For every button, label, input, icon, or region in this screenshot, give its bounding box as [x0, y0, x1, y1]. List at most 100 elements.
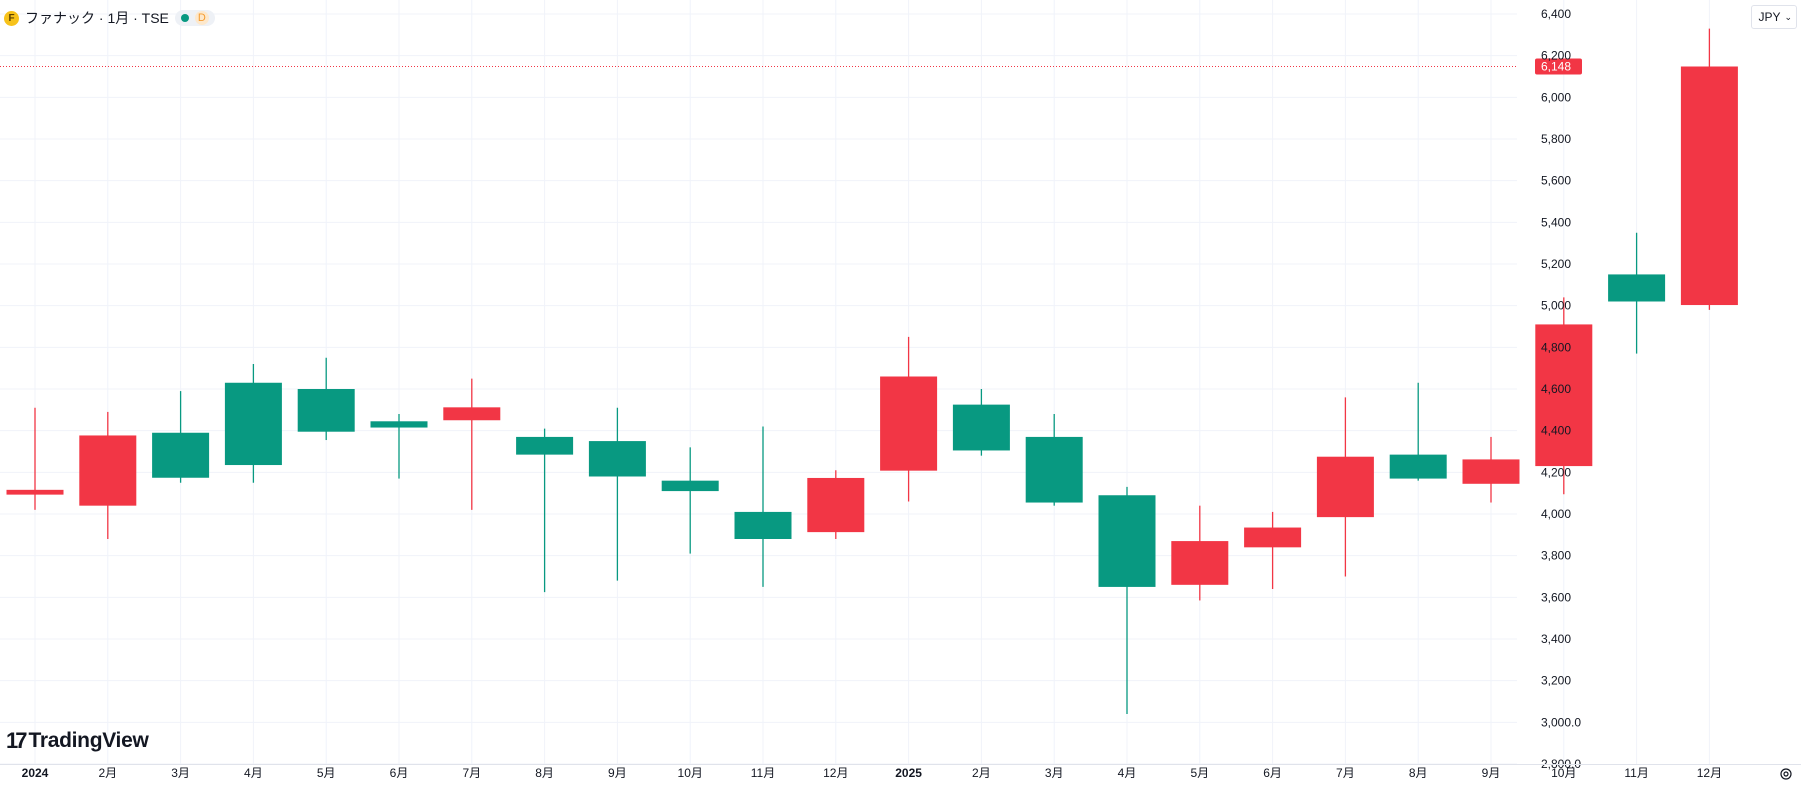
- y-tick-label: 3,000.0: [1541, 715, 1581, 729]
- x-tick-label: 12月: [1697, 766, 1722, 780]
- x-tick-label: 8月: [1409, 766, 1428, 780]
- y-tick-label: 5,200: [1541, 257, 1571, 271]
- x-tick-label: 5月: [317, 766, 336, 780]
- candle-body: [952, 404, 1010, 451]
- candle[interactable]: [516, 428, 574, 593]
- candle[interactable]: [79, 411, 137, 539]
- x-tick-label: 3月: [1045, 766, 1064, 780]
- candle[interactable]: [1171, 505, 1229, 601]
- last-price-line: 6,148: [0, 58, 1582, 75]
- x-tick-label: 11月: [751, 766, 775, 780]
- x-tick-label: 5月: [1190, 766, 1209, 780]
- price-axis[interactable]: 6,400 6,200 6,000 5,800 5,600 5,400 5,200 5,000…: [1541, 7, 1581, 771]
- chevron-down-icon: ⌄: [1784, 11, 1792, 22]
- candle-body: [79, 435, 137, 506]
- data-status-badge: D: [194, 11, 209, 25]
- candle[interactable]: [807, 470, 865, 539]
- x-tick-label: 10月: [1551, 766, 1576, 780]
- candle-body: [1171, 541, 1229, 585]
- candle[interactable]: [152, 391, 210, 483]
- x-tick-label: 9月: [608, 766, 627, 780]
- y-tick-label: 5,000: [1541, 299, 1571, 313]
- x-tick-label: 2025: [895, 766, 922, 780]
- currency-label: JPY: [1758, 10, 1781, 24]
- candle[interactable]: [661, 447, 719, 554]
- candle-body: [807, 477, 865, 533]
- candle-body: [1316, 456, 1374, 518]
- candle-body: [734, 511, 792, 539]
- candle[interactable]: [734, 426, 792, 587]
- candle-body: [1025, 436, 1083, 503]
- candle[interactable]: [952, 389, 1010, 456]
- y-tick-label: 6,400: [1541, 7, 1571, 21]
- candle[interactable]: [1098, 486, 1156, 714]
- symbol-title[interactable]: ファナック · 1月 · TSE: [25, 10, 169, 26]
- candle-body: [880, 376, 938, 471]
- last-price-tag[interactable]: [1535, 58, 1582, 75]
- candle[interactable]: [1608, 232, 1666, 354]
- x-tick-label: 3月: [171, 766, 190, 780]
- chart-grid: [0, 0, 1710, 765]
- y-tick-label: 5,400: [1541, 215, 1571, 229]
- chart-legend[interactable]: F ファナック · 1月 · TSE D: [4, 9, 215, 27]
- candle[interactable]: [1680, 28, 1738, 310]
- market-status[interactable]: D: [174, 10, 215, 26]
- candle-body: [370, 421, 428, 428]
- candle[interactable]: [1535, 297, 1593, 495]
- x-tick-label: 4月: [1118, 766, 1137, 780]
- y-tick-label: 4,200: [1541, 465, 1571, 479]
- x-tick-label: 6月: [1263, 766, 1282, 780]
- candle-body: [297, 389, 355, 432]
- tradingview-mark-icon: 17: [6, 728, 28, 753]
- candle-body: [224, 382, 282, 466]
- candle-body: [516, 436, 574, 455]
- x-tick-label: 6月: [390, 766, 409, 780]
- x-tick-label: 8月: [535, 766, 554, 780]
- candle-body: [1535, 324, 1593, 467]
- candle[interactable]: [370, 414, 428, 479]
- candle[interactable]: [880, 336, 938, 502]
- y-tick-label: 6,000: [1541, 90, 1571, 104]
- candle[interactable]: [443, 378, 501, 510]
- candle[interactable]: [6, 407, 64, 510]
- candle-body: [443, 407, 501, 421]
- y-tick-label: 3,600: [1541, 590, 1571, 604]
- x-tick-label: 2024: [22, 766, 49, 780]
- tradingview-logo[interactable]: 17 TradingView: [6, 728, 149, 754]
- time-axis[interactable]: 2024 2月 3月 4月 5月 6月 7月 8月 9月 10月 11月 12月 2025 2月 3月 4月 5…: [0, 764, 1801, 781]
- candle[interactable]: [1025, 414, 1083, 506]
- candle[interactable]: [1244, 511, 1302, 589]
- gear-icon[interactable]: [1779, 767, 1793, 781]
- currency-selector[interactable]: JPY ⌄: [1751, 5, 1797, 29]
- y-tick-label: 3,200: [1541, 674, 1571, 688]
- last-price-label: 6,148: [1541, 60, 1571, 74]
- x-tick-label: 7月: [1336, 766, 1355, 780]
- candle-body: [588, 441, 646, 477]
- x-tick-label: 2月: [98, 766, 117, 780]
- candle[interactable]: [1462, 436, 1520, 503]
- candle[interactable]: [1389, 382, 1447, 481]
- candle-series[interactable]: [6, 28, 1738, 714]
- x-tick-label: 9月: [1482, 766, 1501, 780]
- candle[interactable]: [224, 364, 282, 483]
- candle[interactable]: [588, 407, 646, 581]
- candle[interactable]: [1316, 397, 1374, 577]
- x-tick-label: 11月: [1624, 766, 1648, 780]
- candle-body: [1462, 459, 1520, 484]
- candle-body: [1098, 495, 1156, 587]
- y-tick-label: 3,400: [1541, 632, 1571, 646]
- logo-text: TradingView: [28, 729, 149, 752]
- x-tick-label: 4月: [244, 766, 263, 780]
- candle[interactable]: [297, 357, 355, 441]
- candle-body: [1680, 66, 1738, 306]
- x-tick-label: 10月: [678, 766, 703, 780]
- candle-body: [1244, 527, 1302, 548]
- symbol-badge[interactable]: F: [4, 10, 19, 26]
- x-tick-label: 2月: [972, 766, 991, 780]
- y-tick-label: 6,200: [1541, 49, 1571, 63]
- market-open-dot-icon: [180, 14, 189, 22]
- candle-body: [152, 432, 210, 478]
- candle-body: [661, 480, 719, 492]
- x-tick-label: 12月: [823, 766, 848, 780]
